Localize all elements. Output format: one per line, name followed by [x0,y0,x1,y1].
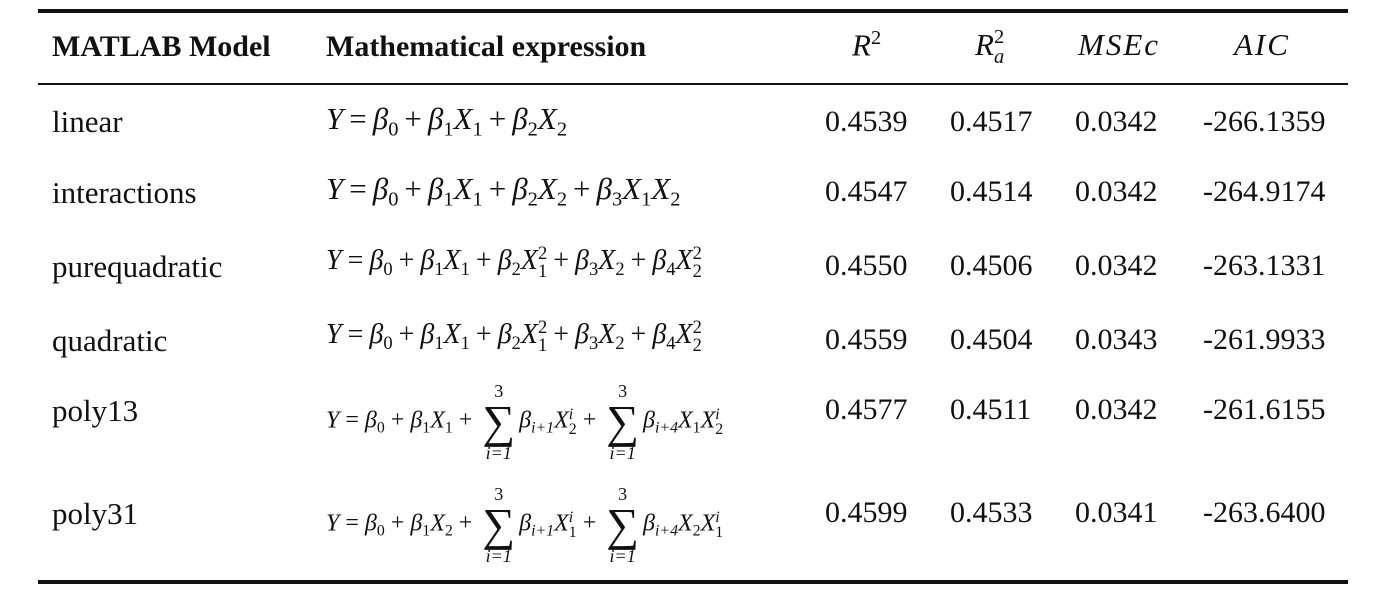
row-poly31-r2: 0.4599 [825,496,908,529]
header-model: MATLAB Model [52,30,271,63]
summation-symbol: 3 ∑ i=1 [482,381,516,463]
row-poly31-model: poly31 [52,496,139,531]
row-linear-expression: Y = β0 + β1X1 + β2X2 [326,101,568,141]
row-quadratic-r2: 0.4559 [825,323,908,356]
row-poly13-msec: 0.0342 [1075,393,1158,426]
row-linear-msec: 0.0342 [1075,105,1158,138]
summation-symbol: 3 ∑ i=1 [606,381,640,463]
row-poly13-model: poly13 [52,393,139,428]
row-purequadratic-msec: 0.0342 [1075,249,1158,282]
row-purequadratic-model: purequadratic [52,249,223,284]
table-header-rule [38,83,1348,85]
header-aic: AIC [1234,27,1290,62]
row-interactions-expression: Y = β0 + β1X1 + β2X2 + β3X1X2 [326,171,681,211]
row-interactions-r2: 0.4547 [825,175,908,208]
row-linear-r2a: 0.4517 [950,105,1033,138]
row-poly31-r2a: 0.4533 [950,496,1033,529]
row-poly31-expression: Y = β0 + β1X2 +3 ∑ i=1 βi+1X i 1 +3 ∑ i=1 βi+4X2X i 1 [326,484,724,566]
header-r2: R2 [852,27,882,63]
row-poly31-msec: 0.0341 [1075,496,1158,529]
header-expression: Mathematical expression [326,30,647,63]
row-linear-model: linear [52,104,123,139]
table-bottom-rule [38,580,1348,584]
row-linear-r2: 0.4539 [825,105,908,138]
row-poly31-aic: -263.6400 [1203,496,1326,529]
row-interactions-aic: -264.9174 [1203,175,1326,208]
row-linear-aic: -266.1359 [1203,105,1326,138]
row-poly13-r2a: 0.4511 [950,393,1032,426]
row-quadratic-expression: Y = β0 + β1X1 + β2X 2 1 + β3X2 + β4X 2 2 [326,317,702,355]
row-poly13-aic: -261.6155 [1203,393,1326,426]
row-purequadratic-aic: -263.1331 [1203,249,1326,282]
row-purequadratic-expression: Y = β0 + β1X1 + β2X 2 1 + β3X2 + β4X 2 2 [326,243,702,281]
row-quadratic-msec: 0.0343 [1075,323,1158,356]
row-interactions-model: interactions [52,175,197,210]
row-poly13-r2: 0.4577 [825,393,908,426]
row-interactions-r2a: 0.4514 [950,175,1033,208]
summation-symbol: 3 ∑ i=1 [606,484,640,566]
header-msec: MSEc [1078,27,1161,62]
row-purequadratic-r2a: 0.4506 [950,249,1033,282]
table-top-rule [38,9,1348,13]
row-quadratic-model: quadratic [52,323,168,358]
row-quadratic-aic: -261.9933 [1203,323,1326,356]
summation-symbol: 3 ∑ i=1 [482,484,516,566]
row-interactions-msec: 0.0342 [1075,175,1158,208]
row-poly13-expression: Y = β0 + β1X1 +3 ∑ i=1 βi+1X i 2 +3 ∑ i=1 βi+4X1X i 2 [326,381,724,463]
row-purequadratic-r2: 0.4550 [825,249,908,282]
row-quadratic-r2a: 0.4504 [950,323,1033,356]
